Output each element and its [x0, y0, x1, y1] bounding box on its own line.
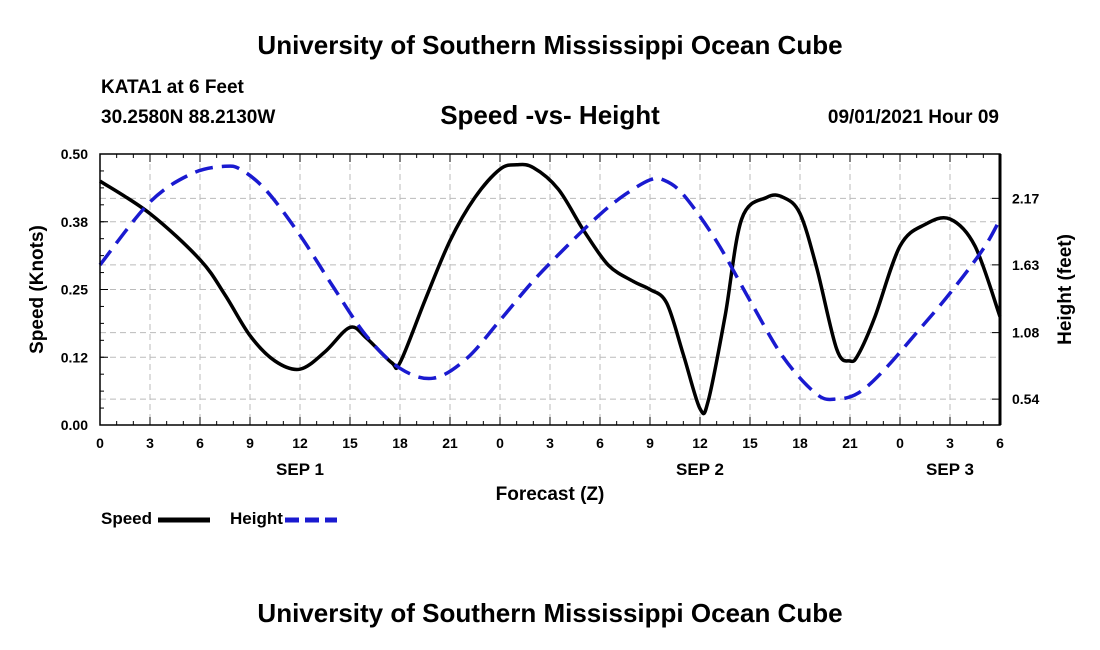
- y-axis-label: Speed (Knots): [27, 225, 48, 354]
- series-layer: [98, 162, 1002, 416]
- day-label: SEP 1: [276, 460, 324, 479]
- x-axis-label: Forecast (Z): [496, 484, 605, 505]
- day-label: SEP 2: [676, 460, 724, 479]
- station-label: KATA1 at 6 Feet: [101, 77, 244, 98]
- grid: [100, 154, 1000, 425]
- x-tick-label: 0: [896, 435, 904, 451]
- page-title-top: University of Southern Mississippi Ocean…: [257, 30, 843, 60]
- y-tick-label: 0.38: [61, 214, 88, 230]
- y-tick-label: 0.00: [61, 417, 88, 433]
- legend-speed-label: Speed: [101, 509, 153, 528]
- tick-labels: 0 3 6 9 12 15 18 21 0 3 6 9 12 15 18 21 0 3 6 SEP 1 SEP 2 SEP…: [61, 146, 1040, 479]
- x-tick-label: 3: [546, 435, 554, 451]
- x-tick-label: 6: [196, 435, 204, 451]
- x-tick-label: 3: [146, 435, 154, 451]
- legend-speed-swatch: [157, 517, 210, 523]
- x-tick-label: 18: [792, 435, 808, 451]
- y2-tick-label: 2.17: [1012, 190, 1039, 206]
- x-tick-label: 6: [996, 435, 1004, 451]
- day-label: SEP 3: [926, 460, 974, 479]
- station-coordinates: 30.2580N 88.2130W: [101, 107, 276, 128]
- x-tick-label: 3: [946, 435, 954, 451]
- x-tick-label: 15: [342, 435, 358, 451]
- x-tick-label: 6: [596, 435, 604, 451]
- y-tick-label: 0.50: [61, 146, 88, 162]
- y2-tick-label: 1.63: [1012, 257, 1039, 273]
- x-tick-label: 0: [496, 435, 504, 451]
- x-tick-label: 18: [392, 435, 408, 451]
- x-tick-label: 9: [646, 435, 654, 451]
- x-tick-label: 0: [96, 435, 104, 451]
- y-tick-label: 0.25: [61, 282, 88, 298]
- tick-marks: [99, 153, 1001, 426]
- y2-tick-label: 1.08: [1012, 325, 1039, 341]
- legend-height: Height: [230, 509, 338, 529]
- legend-height-label: Height: [230, 509, 283, 528]
- y2-axis-label: Height (feet): [1055, 234, 1076, 345]
- x-tick-label: 15: [742, 435, 758, 451]
- x-tick-label: 21: [842, 435, 858, 451]
- page-title-bottom: University of Southern Mississippi Ocean…: [257, 598, 843, 628]
- y-tick-label: 0.12: [61, 349, 88, 365]
- series-line-speed: [99, 162, 1002, 416]
- y2-tick-label: 0.54: [1012, 391, 1039, 407]
- legend-speed: Speed: [101, 509, 211, 529]
- x-tick-label: 12: [292, 435, 308, 451]
- x-tick-label: 9: [246, 435, 254, 451]
- legend-height-swatch: [284, 517, 337, 523]
- forecast-timestamp: 09/01/2021 Hour 09: [827, 107, 999, 128]
- x-tick-label: 12: [692, 435, 708, 451]
- chart-title: Speed -vs- Height: [440, 100, 660, 130]
- series-line-height: [98, 164, 1002, 402]
- x-tick-label: 21: [442, 435, 458, 451]
